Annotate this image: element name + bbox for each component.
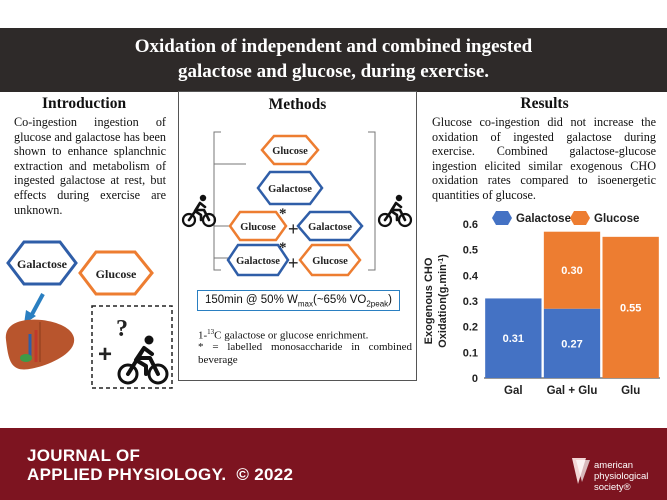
results-heading: Results [520,95,569,112]
arm4-plus: + [288,253,299,273]
y-axis-label-line1: Exogenous CHO [423,257,435,344]
journal-line-2: APPLIED PHYSIOLOGY. [27,465,227,484]
bar-data-label: 0.27 [561,338,582,350]
left-bracket [213,131,221,271]
cyclist-icon [117,335,169,385]
arm2-galactose-hex [256,170,324,206]
right-bracket [368,131,376,271]
legend-swatch-glucose [570,211,590,225]
introduction-heading: Introduction [41,95,127,112]
title-line-2: galactose and glucose, during exercise. [177,61,489,82]
arm3-left-label: Glucose [240,222,276,233]
cyclist-icon-left [181,194,217,228]
note1-sup: 13 [207,328,215,336]
intro-hex-galactose-label: Galactose [17,257,68,271]
exercise-protocol-box: 150min @ 50% Wmax(~65% VO2peak) [197,290,400,311]
y-tick-label: 0.4 [463,270,479,282]
arm4-star: * [279,240,287,256]
bar-galactose-0 [485,298,542,378]
journal-logo: JOURNAL OF APPLIED PHYSIOLOGY. © 2022 [27,446,293,484]
aps-logo-icon [572,458,590,484]
ylabel-main: Oxidation(g.min [437,264,449,348]
footer-banner [0,428,667,500]
arm1-glucose-hex [260,134,320,166]
y-axis-label-line2: Oxidation(g.min-1) [437,254,449,348]
galactose-hexagon [6,240,78,286]
top-white-strip [0,0,667,28]
y-tick-label: 0.2 [463,322,478,334]
exercise-mid: (~65% VO [312,294,367,306]
bar-data-label: 0.31 [503,333,524,345]
glucose-hexagon [78,250,154,296]
arm4-glucose-hex [298,243,362,277]
y-tick-label: 0.5 [463,245,478,257]
arm3-right-label: Galactose [308,222,352,233]
arm4-right-label: Glucose [312,256,348,267]
x-tick-label: Gal [504,385,523,397]
liver-icon [5,319,75,370]
society-line-2: physiological [594,471,649,482]
cyclist-icon-right [377,194,413,228]
bar-data-label: 0.55 [620,302,641,314]
legend-label: Glucose [594,213,639,225]
bar-galactose-1 [543,308,601,378]
x-axis: Gal Gal + Glu Glu [504,385,640,397]
y-tick-label: 0.1 [463,347,478,359]
exercise-sub-max: max [297,299,313,309]
arm4-galactose-hex [226,243,290,277]
x-tick-label: Gal + Glu [547,385,598,397]
title-banner [0,28,667,92]
exercise-sub-vo2: 2peak [366,299,389,309]
society-line-3: society® [594,482,631,493]
methods-note-1: 1-13C galactose or glucose enrichment. [198,326,412,343]
note1-post: C galactose or glucose enrichment. [214,329,369,342]
legend-label: Galactose [516,213,571,225]
data-labels: 0.31 0.27 0.30 0.55 [503,265,642,350]
arm4-left-label: Galactose [236,256,280,267]
title-line-1: Oxidation of independent and combined in… [134,36,533,57]
arm3-plus: + [288,219,299,239]
aps-society-text: american physiological society® [594,460,648,493]
journal-line-1: JOURNAL OF [27,446,141,465]
methods-heading: Methods [268,96,327,113]
legend: Galactose Glucose [492,211,639,225]
ylabel-close: ) [437,254,449,258]
legend-swatch-galactose [492,211,512,225]
question-mark: ? [116,316,128,342]
methods-diagram: Glucose Galactose Glucose * + Galactose … [181,131,413,277]
introduction-text: Co-ingestion ingestion of glucose and ga… [14,115,166,217]
bar-glucose-1 [543,231,601,309]
y-tick-label: 0 [472,373,478,385]
bar-data-label: 0.30 [561,265,582,277]
exercise-suffix: ) [388,294,392,306]
y-tick-label: 0.6 [463,219,478,231]
ylabel-sup: -1 [438,258,445,264]
intro-hex-glucose-label: Glucose [96,267,137,281]
society-line-1: american [594,460,634,471]
methods-note-2: * = labelled monosaccharide in combined … [198,341,412,366]
y-tick-label: 0.3 [463,296,478,308]
results-text: Glucose co-ingestion did not increase th… [432,115,656,202]
arm3-galactose-hex [296,210,364,242]
oxidation-bar-chart: 0 0.1 0.2 0.3 0.4 0.5 0.6 0.31 0.27 0.30 0.55 Gal… [423,211,660,397]
arm2-label: Galactose [268,184,312,195]
question-box [91,305,173,389]
x-tick-label: Glu [621,385,640,397]
arm1-label: Glucose [272,146,308,157]
page-title: Oxidation of independent and combined in… [20,34,647,84]
exercise-prefix: 150min @ 50% W [205,294,298,306]
bars [485,231,659,378]
copyright: © 2022 [236,465,294,484]
bar-glucose-2 [602,236,659,378]
note1-pre: 1- [198,329,208,342]
intro-plus: + [98,341,112,368]
arm3-star: * [279,206,287,222]
arm3-glucose-hex [228,210,288,242]
introduction-illustration: Galactose Glucose ? + [5,240,173,389]
